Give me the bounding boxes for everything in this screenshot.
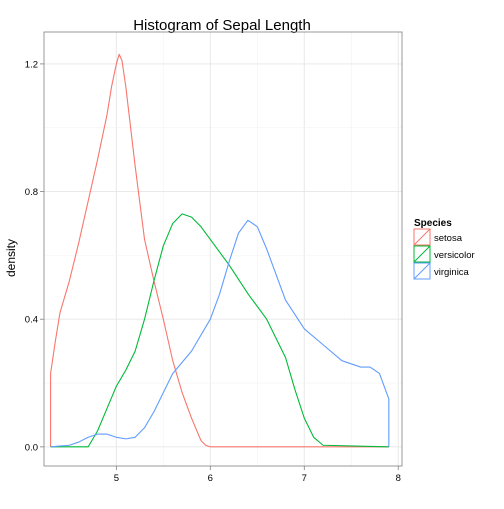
legend-label-virginica: virginica [434,267,470,278]
plot-panel-border [43,31,403,467]
x-tick-label: 7 [302,473,307,484]
density-line-virginica [50,219,390,448]
legend-key-slash-virginica [413,262,431,280]
legend-key-slash-versicolor [413,245,431,263]
x-tick-label: 6 [208,473,213,484]
axes: 5 6 7 8 0.0 0.4 0.8 1.2 [25,59,401,484]
legend-item-versicolor: versicolor [413,245,475,263]
density-curves [50,53,390,448]
grid-lines [44,32,402,466]
legend-item-setosa: setosa [413,228,463,246]
legend-key-slash-setosa [413,228,431,246]
y-tick-label: 0.8 [25,187,38,198]
legend-label-setosa: setosa [434,233,463,244]
legend-title: Species [414,218,452,229]
legend: Species setosa versicolor virginica [413,218,475,280]
legend-label-versicolor: versicolor [434,250,475,261]
chart-title: Histogram of Sepal Length [133,17,311,34]
y-tick-label: 1.2 [25,59,38,70]
x-tick-label: 5 [114,473,119,484]
density-line-setosa [50,53,389,448]
y-axis-label: density [4,239,18,277]
x-tick-label: 8 [396,473,401,484]
y-tick-label: 0.4 [25,315,38,326]
density-line-versicolor [50,213,389,448]
y-tick-label: 0.0 [25,442,38,453]
legend-item-virginica: virginica [413,262,470,280]
